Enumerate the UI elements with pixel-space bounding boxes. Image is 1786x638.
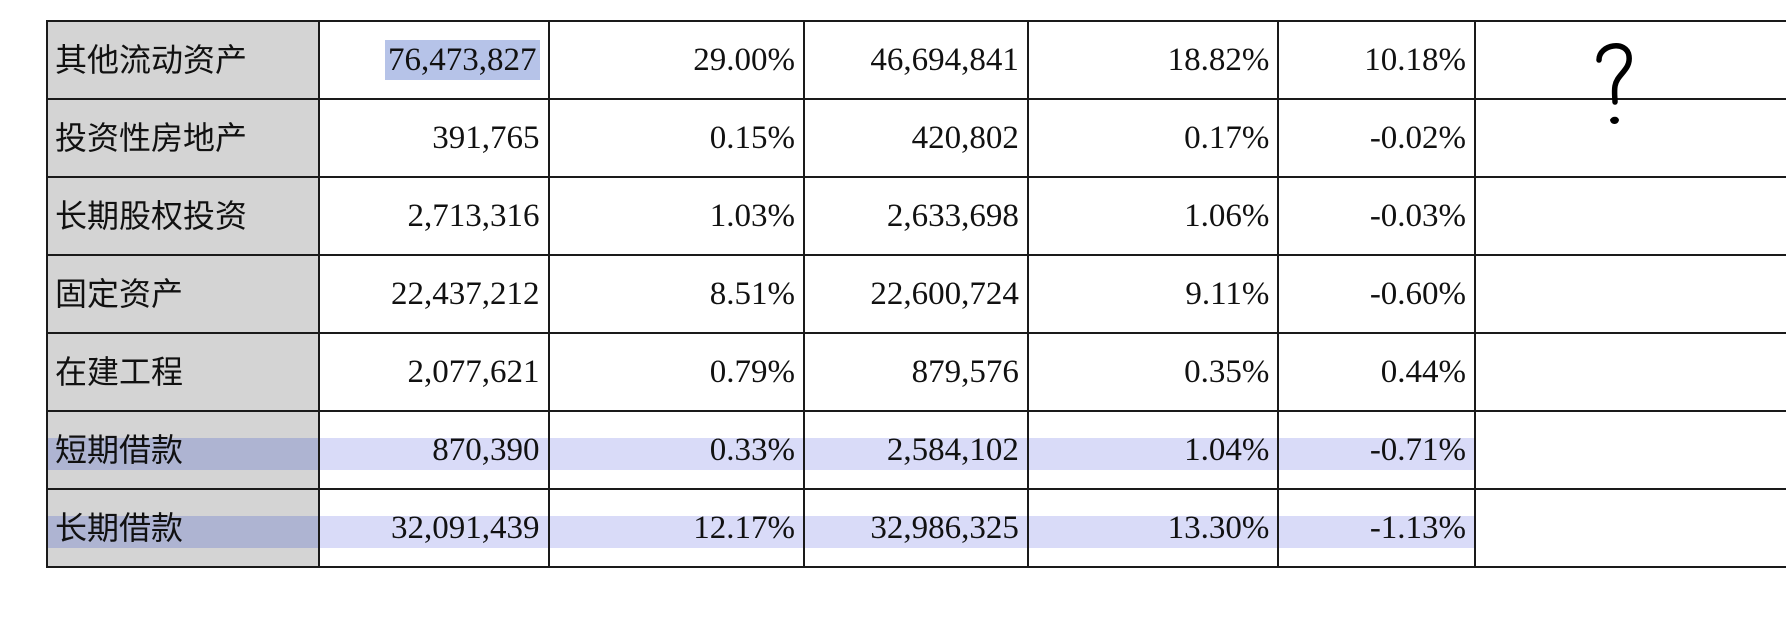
percent-prior-cell[interactable]: 9.11% — [1026, 254, 1280, 334]
note-cell[interactable] — [1474, 410, 1786, 490]
row-label-cell[interactable]: 固定资产 — [46, 254, 320, 334]
row-highlight-band — [549, 438, 804, 470]
percent-current-cell[interactable]: 0.15% — [547, 98, 806, 178]
balance-sheet-table: 其他流动资产 76,473,827 29.00% 46,694,841 18.8… — [46, 20, 1786, 568]
percent-change-cell[interactable]: -0.03% — [1277, 176, 1477, 256]
percent-change-cell[interactable]: -0.71% — [1277, 410, 1477, 490]
row-highlight-band — [48, 516, 318, 548]
row-label-cell[interactable]: 长期股权投资 — [46, 176, 320, 256]
percent-current-cell[interactable]: 0.79% — [547, 332, 806, 412]
row-label-cell[interactable]: 其他流动资产 — [46, 20, 320, 100]
row-highlight-band — [549, 516, 804, 548]
value-prior-cell[interactable]: 879,576 — [803, 332, 1029, 412]
row-highlight-band — [805, 438, 1027, 470]
note-cell[interactable] — [1474, 332, 1786, 412]
selected-cell-text: 76,473,827 — [385, 39, 540, 80]
percent-prior-cell[interactable]: 1.04% — [1026, 410, 1280, 490]
value-prior-cell[interactable]: 2,584,102 — [803, 410, 1029, 490]
note-cell[interactable] — [1474, 98, 1786, 178]
note-cell[interactable] — [1474, 254, 1786, 334]
value-prior-cell[interactable]: 420,802 — [803, 98, 1029, 178]
table-row: 固定资产 22,437,212 8.51% 22,600,724 9.11% -… — [46, 254, 1786, 334]
value-current-cell[interactable]: 2,713,316 — [317, 176, 550, 256]
percent-current-cell[interactable]: 8.51% — [547, 254, 806, 334]
row-highlight-band — [319, 516, 548, 548]
percent-current-cell[interactable]: 12.17% — [547, 488, 806, 568]
row-label-cell[interactable]: 投资性房地产 — [46, 98, 320, 178]
value-prior-cell[interactable]: 46,694,841 — [803, 20, 1029, 100]
value-current-cell[interactable]: 76,473,827 — [317, 20, 550, 100]
value-current-cell[interactable]: 870,390 — [317, 410, 550, 490]
value-current-cell[interactable]: 32,091,439 — [317, 488, 550, 568]
handwritten-question-mark-icon — [1596, 43, 1632, 124]
note-cell[interactable] — [1474, 488, 1786, 568]
row-highlight-band — [1028, 516, 1278, 548]
value-current-cell[interactable]: 22,437,212 — [317, 254, 550, 334]
percent-current-cell[interactable]: 0.33% — [547, 410, 806, 490]
table-row: 长期股权投资 2,713,316 1.03% 2,633,698 1.06% -… — [46, 176, 1786, 256]
row-highlight-band — [1028, 438, 1278, 470]
percent-prior-cell[interactable]: 18.82% — [1026, 20, 1280, 100]
table-row-highlighted: 短期借款 870,390 0.33% 2,584,102 1.04% -0.71… — [46, 410, 1786, 490]
value-current-cell[interactable]: 391,765 — [317, 98, 550, 178]
table-row: 在建工程 2,077,621 0.79% 879,576 0.35% 0.44% — [46, 332, 1786, 412]
value-prior-cell[interactable]: 22,600,724 — [803, 254, 1029, 334]
row-highlight-band — [805, 516, 1027, 548]
table-row: 其他流动资产 76,473,827 29.00% 46,694,841 18.8… — [46, 20, 1786, 100]
percent-prior-cell[interactable]: 1.06% — [1026, 176, 1280, 256]
table-row-highlighted: 长期借款 32,091,439 12.17% 32,986,325 13.30%… — [46, 488, 1786, 568]
value-prior-cell[interactable]: 32,986,325 — [803, 488, 1029, 568]
value-prior-cell[interactable]: 2,633,698 — [803, 176, 1029, 256]
row-label-cell[interactable]: 在建工程 — [46, 332, 320, 412]
percent-current-cell[interactable]: 29.00% — [547, 20, 806, 100]
percent-prior-cell[interactable]: 0.35% — [1026, 332, 1280, 412]
percent-change-cell[interactable]: 10.18% — [1277, 20, 1477, 100]
row-label-cell[interactable]: 短期借款 — [46, 410, 320, 490]
row-highlight-band — [319, 438, 548, 470]
row-highlight-band — [1279, 516, 1475, 548]
note-cell[interactable] — [1474, 176, 1786, 256]
percent-change-cell[interactable]: 0.44% — [1277, 332, 1477, 412]
percent-change-cell[interactable]: -0.02% — [1277, 98, 1477, 178]
percent-change-cell[interactable]: -1.13% — [1277, 488, 1477, 568]
percent-prior-cell[interactable]: 13.30% — [1026, 488, 1280, 568]
row-highlight-band — [1279, 438, 1475, 470]
row-label-cell[interactable]: 长期借款 — [46, 488, 320, 568]
percent-change-cell[interactable]: -0.60% — [1277, 254, 1477, 334]
value-current-cell[interactable]: 2,077,621 — [317, 332, 550, 412]
percent-current-cell[interactable]: 1.03% — [547, 176, 806, 256]
percent-prior-cell[interactable]: 0.17% — [1026, 98, 1280, 178]
table-row: 投资性房地产 391,765 0.15% 420,802 0.17% -0.02… — [46, 98, 1786, 178]
row-highlight-band — [48, 438, 318, 470]
